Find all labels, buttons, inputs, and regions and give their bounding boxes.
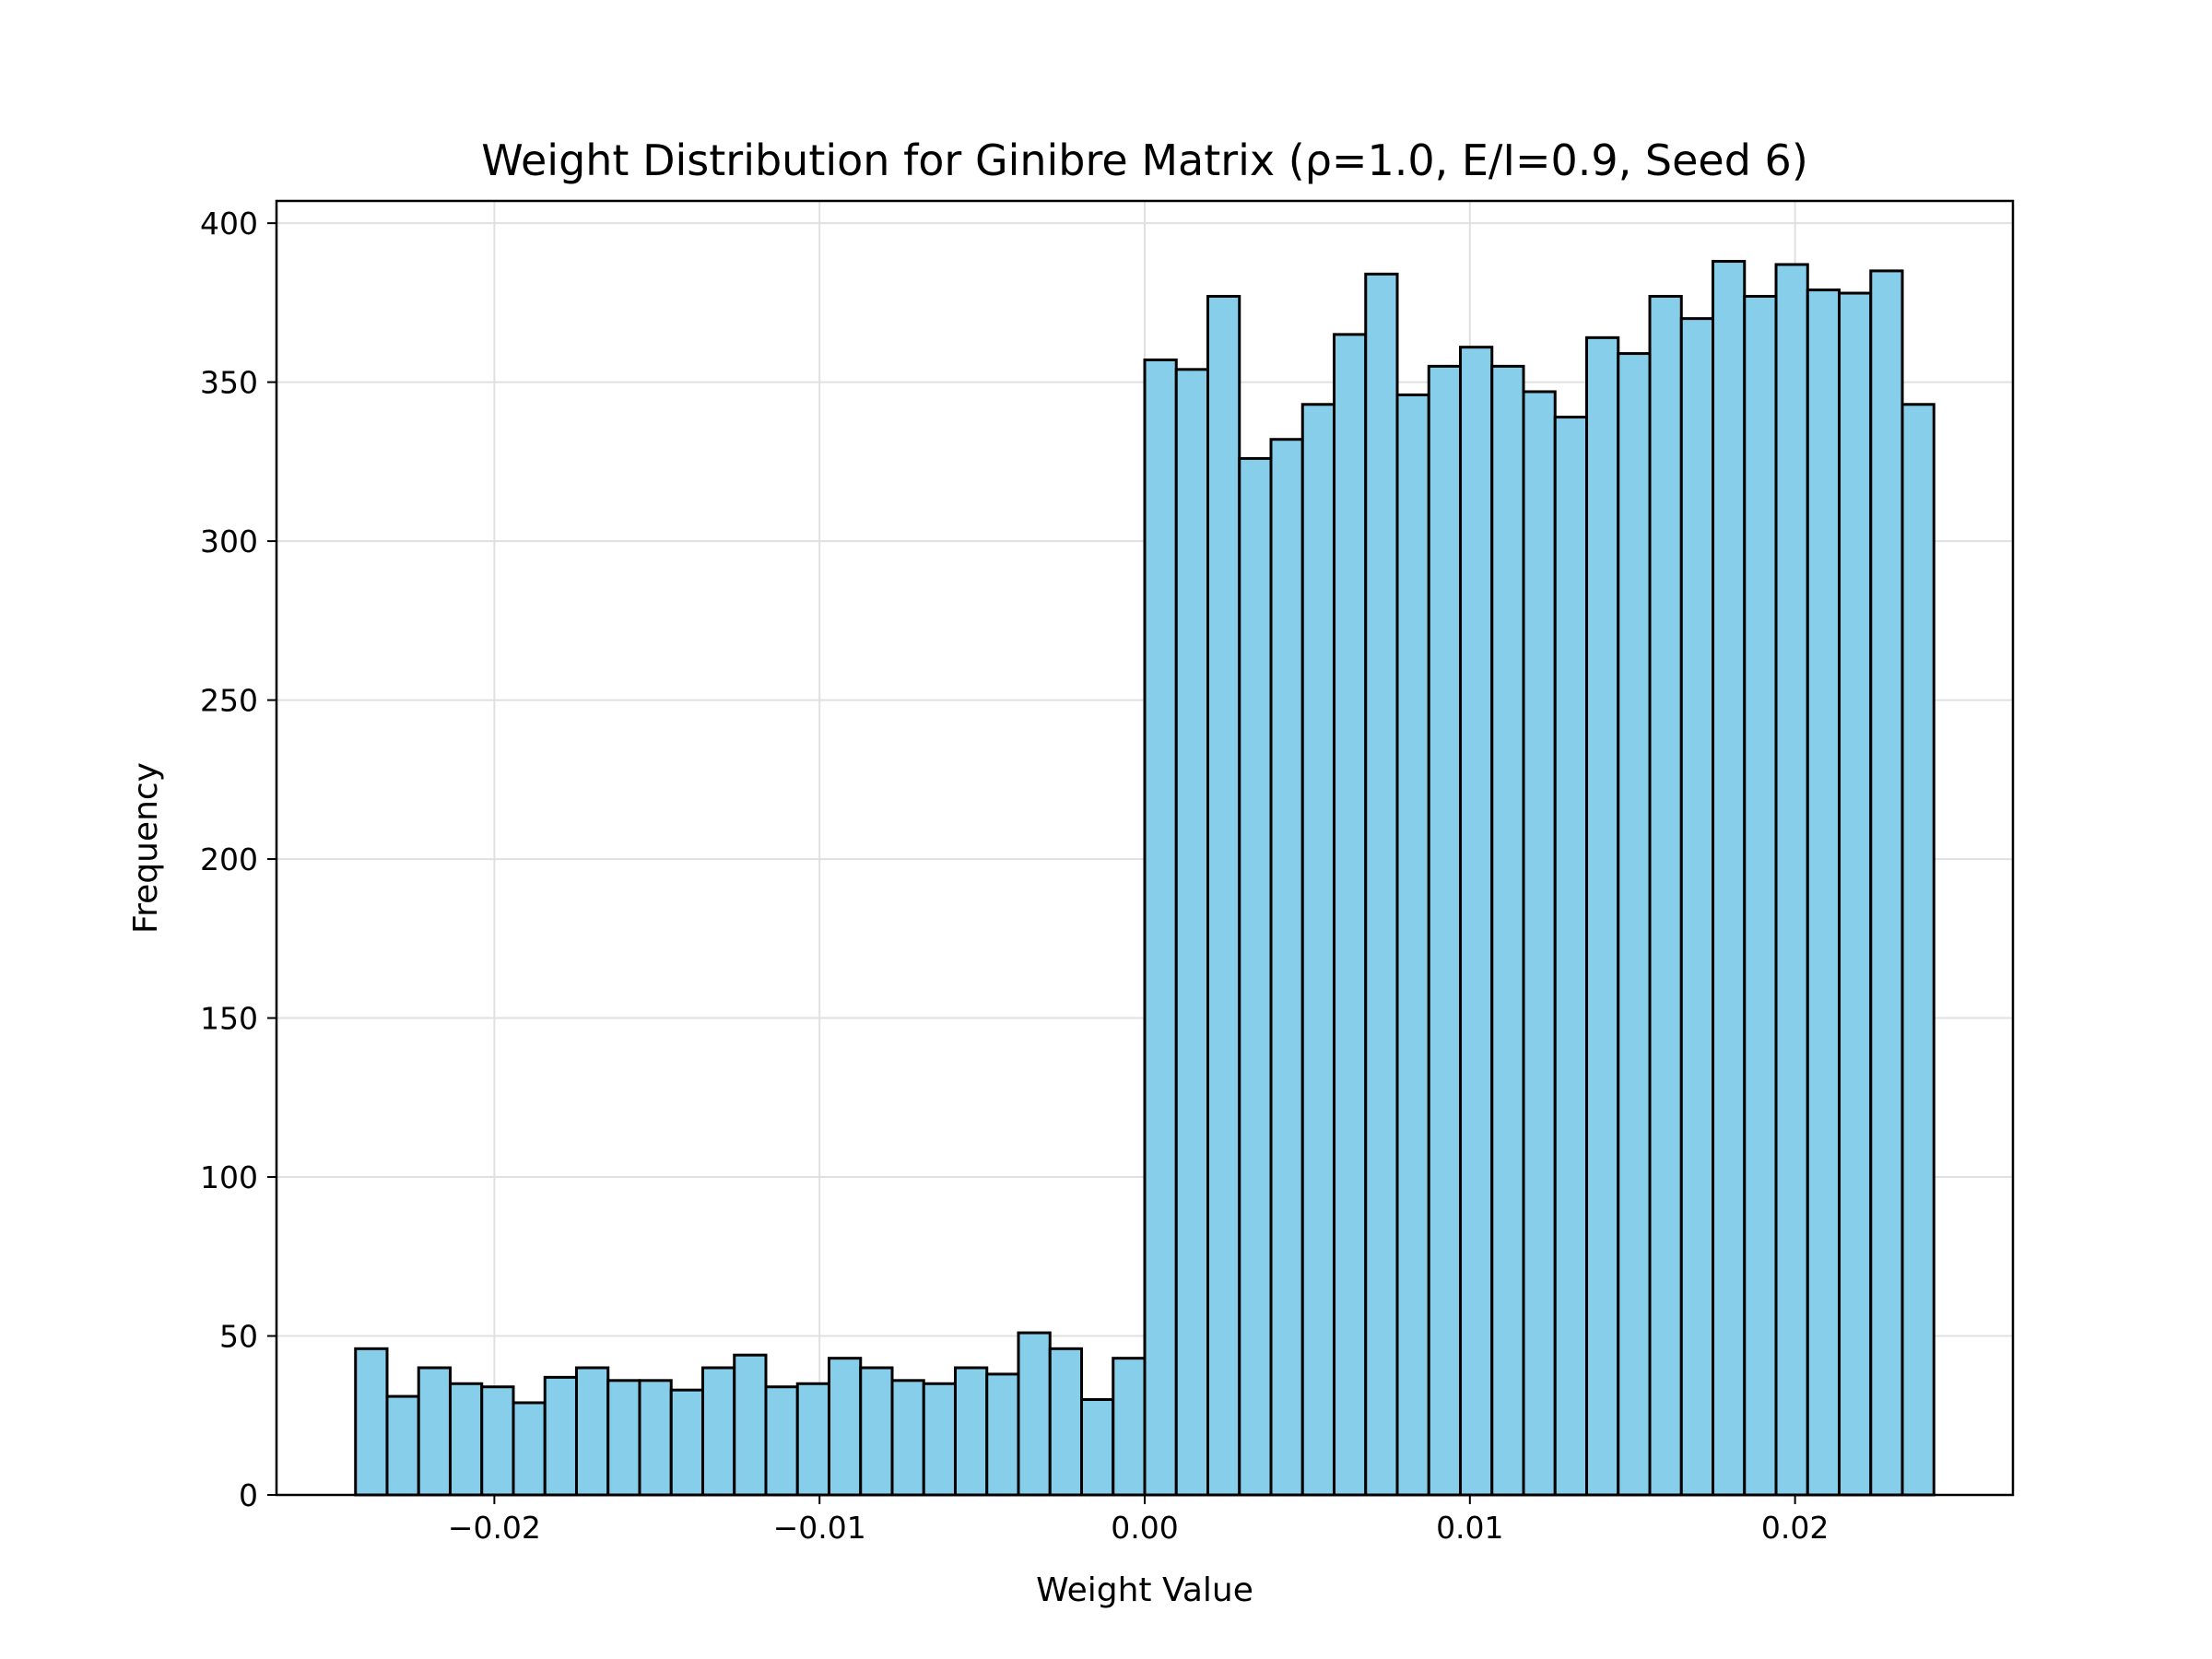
y-tick-label: 250 xyxy=(200,683,258,719)
histogram-bar xyxy=(606,1379,641,1497)
histogram-bar xyxy=(1048,1347,1083,1497)
histogram-bar xyxy=(1112,1357,1147,1497)
histogram-bar xyxy=(764,1385,799,1497)
y-tick-label: 0 xyxy=(239,1477,258,1513)
histogram-bar xyxy=(795,1382,830,1497)
histogram-bar xyxy=(1490,364,1525,1497)
histogram-bar xyxy=(1553,416,1589,1497)
x-axis-label: Weight Value xyxy=(1036,1571,1253,1609)
x-axis-ticks: −0.02 −0.01 0.00 0.01 0.02 xyxy=(448,1495,1829,1546)
histogram-bars xyxy=(354,260,1936,1497)
y-tick-label: 150 xyxy=(200,1001,258,1037)
x-tick-label: 0.02 xyxy=(1761,1510,1829,1546)
histogram-bar xyxy=(1617,352,1652,1497)
histogram-bar xyxy=(1459,346,1494,1497)
histogram-bar xyxy=(1174,368,1210,1497)
histogram-bar xyxy=(922,1382,957,1497)
histogram-bar xyxy=(543,1375,578,1497)
histogram-bar xyxy=(448,1382,484,1497)
y-tick-label: 400 xyxy=(200,206,258,241)
histogram-bar xyxy=(1017,1331,1052,1497)
histogram-bar xyxy=(1269,438,1304,1497)
x-tick-label: 0.01 xyxy=(1436,1510,1503,1546)
y-tick-label: 300 xyxy=(200,524,258,559)
histogram-bar xyxy=(385,1394,420,1497)
y-tick-label: 200 xyxy=(200,841,258,877)
y-tick-label: 50 xyxy=(219,1319,258,1355)
histogram-bar xyxy=(1364,272,1399,1497)
histogram-bar xyxy=(574,1366,610,1497)
histogram-bar xyxy=(417,1366,452,1497)
histogram-bar xyxy=(953,1366,989,1497)
histogram-bar xyxy=(1585,335,1620,1497)
histogram-bar xyxy=(1333,333,1368,1497)
histogram-bar xyxy=(827,1357,863,1497)
histogram-bar xyxy=(1206,294,1241,1497)
x-tick-label: −0.01 xyxy=(773,1510,866,1546)
histogram-bar xyxy=(1679,317,1715,1497)
chart-title: Weight Distribution for Ginibre Matrix (… xyxy=(481,135,1808,185)
histogram-bar xyxy=(669,1388,704,1497)
y-tick-label: 350 xyxy=(200,365,258,401)
histogram-bar xyxy=(1427,364,1463,1497)
histogram-bar xyxy=(985,1372,1020,1497)
histogram-bar xyxy=(354,1347,389,1497)
histogram-bar xyxy=(859,1366,894,1497)
histogram-bar xyxy=(1522,390,1557,1497)
histogram-bar xyxy=(1838,291,1873,1497)
histogram-bar xyxy=(1079,1398,1115,1497)
histogram-bar xyxy=(1900,403,1936,1497)
histogram-bar xyxy=(1143,358,1178,1497)
y-axis-label: Frequency xyxy=(127,762,165,934)
histogram-bar xyxy=(733,1353,768,1497)
histogram-bar xyxy=(512,1401,547,1497)
histogram-bar xyxy=(480,1385,515,1497)
histogram-bar xyxy=(1743,294,1778,1497)
histogram-bar xyxy=(1300,403,1336,1497)
histogram-bar xyxy=(700,1366,736,1497)
y-tick-label: 100 xyxy=(200,1159,258,1195)
x-tick-label: 0.00 xyxy=(1111,1510,1178,1546)
x-tick-label: −0.02 xyxy=(448,1510,541,1546)
histogram-bar xyxy=(1774,263,1809,1497)
histogram-bar xyxy=(638,1379,673,1497)
histogram-bar xyxy=(1395,393,1430,1497)
histogram-bar xyxy=(1869,269,1904,1497)
histogram-bar xyxy=(1712,260,1747,1497)
y-axis-ticks: 0 50 100 150 200 250 300 350 400 xyxy=(200,206,276,1513)
histogram-bar xyxy=(890,1379,925,1497)
histogram-bar xyxy=(1648,294,1683,1497)
histogram-bar xyxy=(1806,288,1841,1497)
histogram-bar xyxy=(1238,456,1273,1497)
